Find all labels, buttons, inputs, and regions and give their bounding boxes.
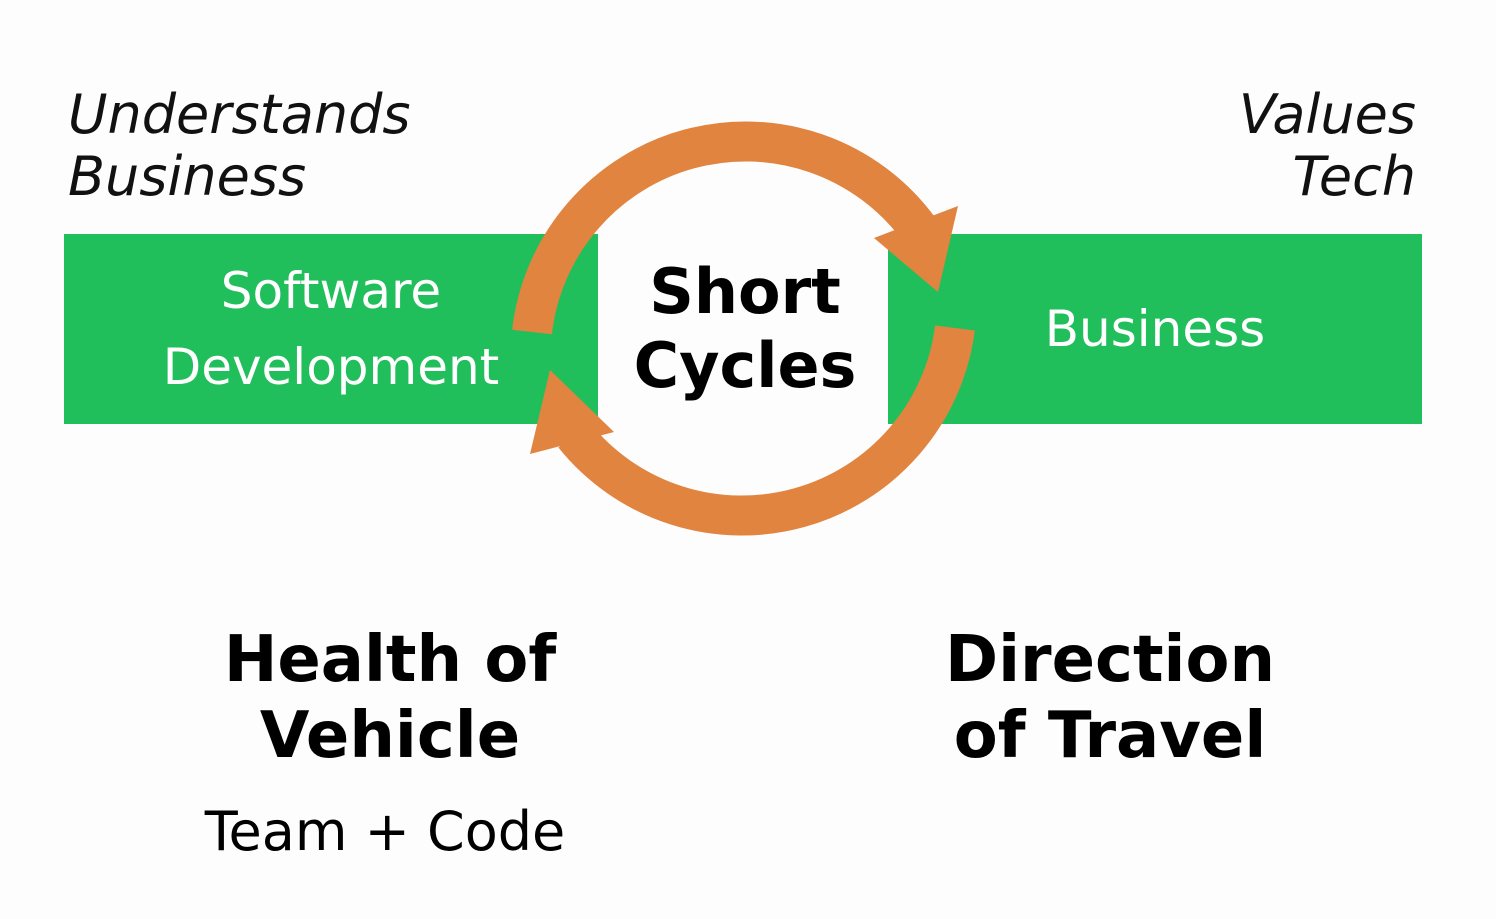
center-line-1: Short [649,255,841,328]
business-label: Business [1045,291,1265,367]
caption-left-line-2: Business [68,145,307,208]
box-left-line-2: Development [162,338,500,396]
lower-cycle-arrow-shaft [558,325,975,536]
direction-line-2: of Travel [953,699,1267,773]
health-of-vehicle-label: Health of Vehicle [200,622,580,774]
center-line-2: Cycles [633,329,857,402]
caption-values-tech: Values Tech [1239,84,1416,208]
caption-left-line-1: Understands [68,83,411,146]
team-code-label: Team + Code [204,800,566,863]
caption-right-line-2: Tech [1292,145,1416,208]
box-left-line-1: Software [220,262,442,320]
business-box: Business [888,234,1422,424]
software-development-box: Software Development [64,234,598,424]
upper-cycle-arrow-shaft [512,121,935,335]
lower-cycle-arrowhead [530,370,614,454]
direction-of-travel-label: Direction of Travel [930,622,1290,774]
box-right-line-1: Business [1044,300,1266,358]
health-line-1: Health of [223,623,557,697]
caption-understands-business: Understands Business [68,84,410,208]
short-cycles-label: Short Cycles [600,255,890,403]
upper-cycle-arrowhead [874,206,958,292]
health-line-2: Vehicle [259,699,521,773]
caption-right-line-1: Values [1238,83,1416,146]
software-development-label: Software Development [163,253,500,405]
direction-line-1: Direction [944,623,1276,697]
